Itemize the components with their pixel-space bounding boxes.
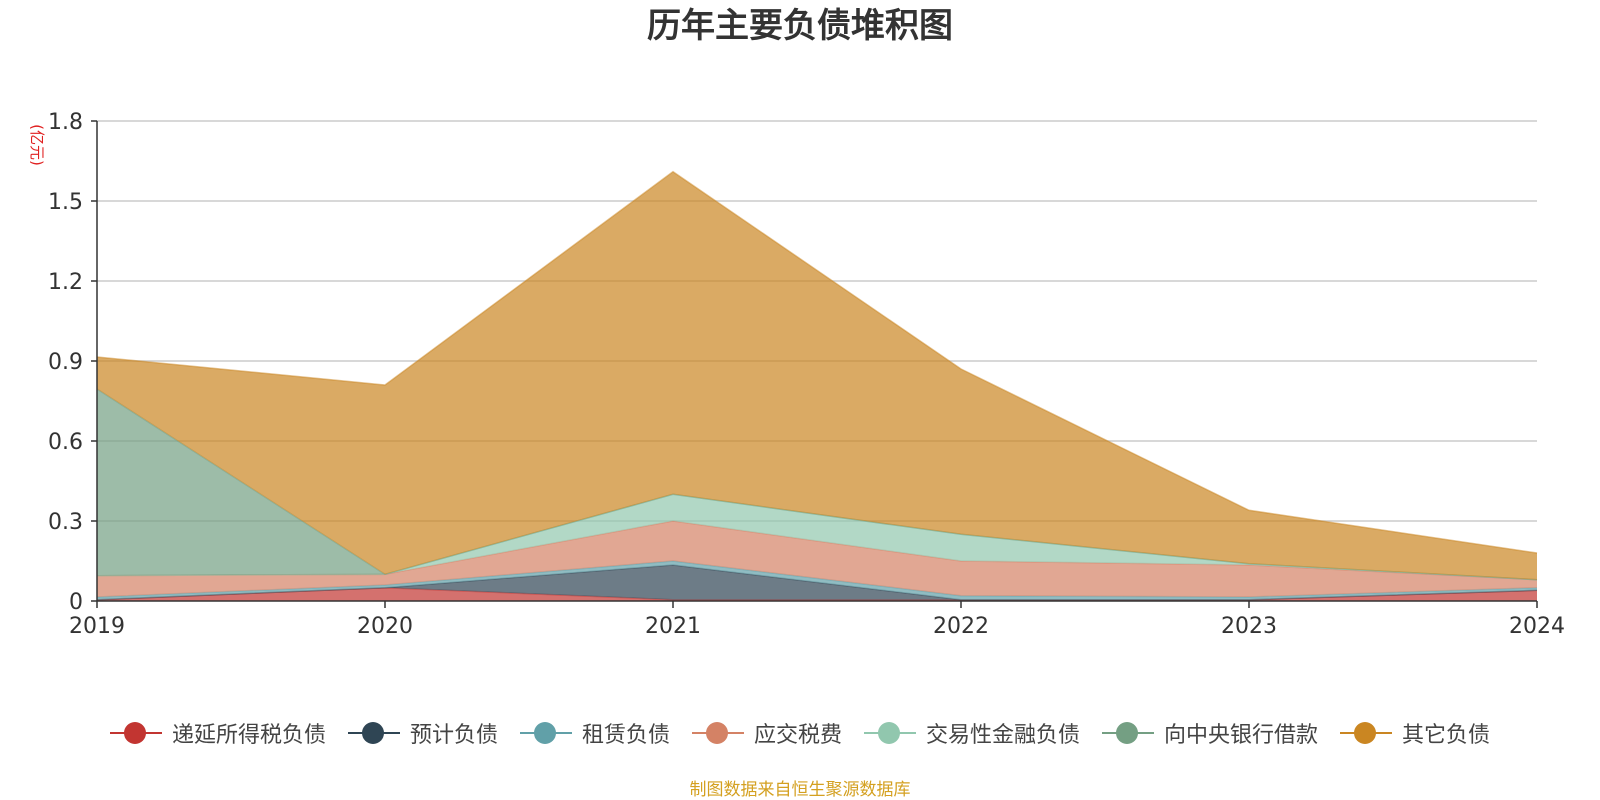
area-edge-6 xyxy=(96,170,1538,554)
legend-item[interactable]: 交易性金融负债 xyxy=(864,717,1080,749)
x-tick-label: 2022 xyxy=(933,614,989,639)
y-tick-label: 0 xyxy=(69,590,83,615)
area-series-1 xyxy=(97,565,1537,600)
chart-title: 历年主要负债堆积图 xyxy=(647,6,953,46)
y-tick-label: 0.6 xyxy=(48,430,83,455)
y-tick-label: 0.9 xyxy=(48,350,83,375)
axes: 0 0.3 0.6 0.9 1.2 1.5 1.8 2019 2020 2021 2022 2023 2… xyxy=(48,110,1565,639)
legend-item[interactable]: 递延所得税负债 xyxy=(109,717,326,749)
legend-marker-icon xyxy=(1102,721,1155,745)
y-axis-unit-label: (亿元) xyxy=(28,124,46,166)
legend-label: 租赁负债 xyxy=(581,723,670,748)
y-tick-label: 0.3 xyxy=(48,510,83,535)
legend-label: 交易性金融负债 xyxy=(926,723,1081,748)
area-series-6 xyxy=(97,171,1537,580)
legend-item[interactable]: 预计负债 xyxy=(347,717,498,749)
legend-item[interactable]: 向中央银行借款 xyxy=(1102,717,1318,749)
y-tick-label: 1.2 xyxy=(48,270,83,295)
legend-marker-icon xyxy=(1340,721,1393,745)
stacked-areas xyxy=(96,170,1538,601)
area-series-5 xyxy=(97,389,1537,580)
legend-marker-icon xyxy=(109,721,162,745)
area-series-2 xyxy=(97,561,1537,600)
y-tick-label: 1.5 xyxy=(48,190,83,215)
legend-item[interactable]: 应交税费 xyxy=(691,717,842,749)
y-tick-label: 1.8 xyxy=(48,110,83,135)
legend-label: 预计负债 xyxy=(409,723,498,748)
legend-marker-icon xyxy=(347,721,400,745)
source-note: 制图数据来自恒生聚源数据库 xyxy=(689,780,911,800)
area-series-3 xyxy=(97,521,1537,597)
legend-label: 向中央银行借款 xyxy=(1164,723,1319,748)
legend: 递延所得税负债 预计负债 租赁负债 应交税费 交易性金融负债 向中央银行借款 其它负债 xyxy=(0,716,1600,750)
legend-label: 其它负债 xyxy=(1402,723,1491,748)
legend-marker-icon xyxy=(864,721,916,745)
x-tick-label: 2019 xyxy=(69,614,125,639)
legend-marker-icon xyxy=(691,721,744,745)
legend-label: 递延所得税负债 xyxy=(171,723,326,748)
legend-item[interactable]: 其它负债 xyxy=(1340,717,1490,749)
legend-marker-icon xyxy=(519,721,572,745)
legend-item[interactable]: 租赁负债 xyxy=(519,717,670,749)
area-series-4 xyxy=(97,494,1537,580)
x-tick-label: 2023 xyxy=(1221,614,1277,639)
x-tick-label: 2024 xyxy=(1509,614,1565,639)
x-tick-label: 2020 xyxy=(357,614,413,639)
x-tick-label: 2021 xyxy=(645,614,701,639)
legend-label: 应交税费 xyxy=(753,723,842,748)
